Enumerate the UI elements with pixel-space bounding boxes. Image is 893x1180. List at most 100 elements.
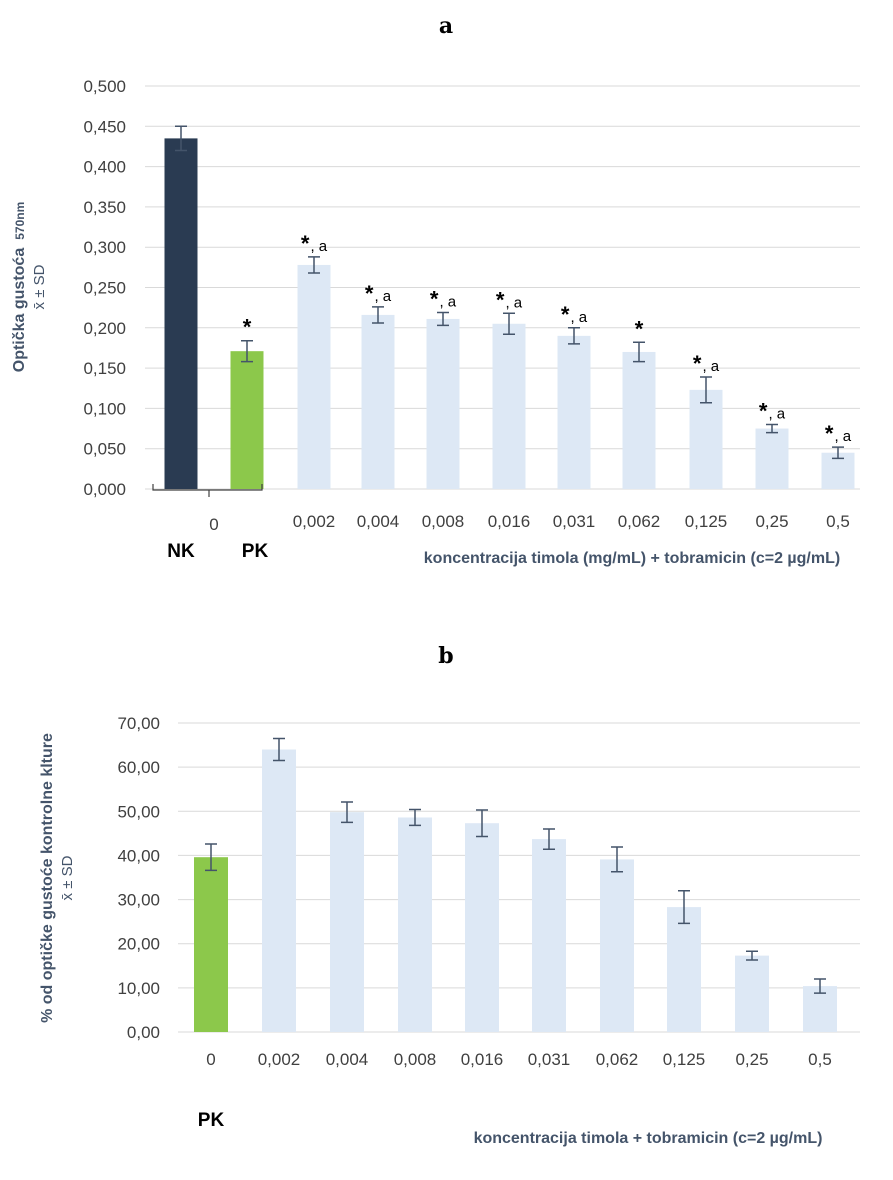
chart-b-x-ticks: 0 0,002 0,004 0,008 0,016 0,031 0,062 0,125 0,25… [206,1050,832,1069]
group-label-nk: NK [167,541,195,562]
chart-a-significance-marks: * *, a *, a *, a *, a *, a * *, a *, a *, a [243,231,852,446]
x-tick-label: 0,002 [293,512,336,531]
x-tick-label: 0,008 [422,512,465,531]
bar-NK [164,138,198,489]
x-tick-label: 0,016 [488,512,531,531]
bar-0,062 [600,859,634,1032]
x-tick-label: 0,004 [357,512,400,531]
x-tick-label: 0,062 [596,1050,639,1069]
chart-b-bars [194,749,837,1032]
bar-0,002 [262,749,296,1032]
significance-mark: *, a [825,421,852,446]
group-label-pk-b: PK [198,1110,225,1131]
y-tick-label: 0,300 [83,238,126,257]
x-tick-label: 0,25 [755,512,788,531]
bar-0,016 [492,323,526,489]
chart-b-y-axis-title: % od optičke gustoće kontrolne klture x̄… [39,733,76,1023]
chart-a-bars [164,138,855,489]
y-tick-label: 30,00 [117,891,160,910]
panel-letter-b: b [438,643,453,669]
bar-0,031 [557,335,591,489]
group-label-pk-a: PK [242,541,269,562]
y-tick-label: 60,00 [117,758,160,777]
y-tick-label: 0,200 [83,319,126,338]
y-tick-label: 0,250 [83,279,126,298]
y-tick-label: 0,350 [83,198,126,217]
chart-a-gridlines [145,85,860,490]
chart-a-x-ticks: 0,002 0,004 0,008 0,016 0,031 0,062 0,125 0,25 0… [293,512,850,531]
x-tick-label: 0,016 [461,1050,504,1069]
bar-0,031 [532,839,566,1032]
bar-0,125 [689,389,723,489]
error-bar [633,341,645,363]
x-tick-label: 0 [206,1050,215,1069]
chart-a-ylabel-main: Optička gustoća [11,248,28,373]
chart-a-y-axis-title: Optička gustoća 570nm x̄ ± SD [11,202,48,373]
y-tick-label: 0,00 [127,1023,160,1042]
y-tick-label: 0,400 [83,158,126,177]
bar-0,25 [735,955,769,1032]
chart-b-y-ticks: 0,00 10,00 20,00 30,00 40,00 50,00 60,00 70,00 [117,714,160,1042]
error-bar [611,846,623,873]
significance-mark: *, a [430,286,457,311]
error-bar [700,376,712,404]
bar-0,002 [297,264,331,489]
error-bar [175,125,187,152]
bar-PK [230,351,264,489]
bar-0 [194,857,228,1032]
y-tick-label: 0,100 [83,399,126,418]
error-bar [308,256,320,274]
x-tick-label: 0,031 [528,1050,571,1069]
error-bar [372,306,384,324]
y-tick-label: 40,00 [117,846,160,865]
bar-0,25 [755,428,789,489]
y-tick-label: 70,00 [117,714,160,733]
x-tick-label: 0,25 [735,1050,768,1069]
bar-0,004 [330,812,364,1032]
bar-0,004 [361,314,395,489]
x-tick-label: 0,125 [685,512,728,531]
significance-mark: *, a [365,281,392,306]
control-bracket [152,484,263,497]
chart-b: b 0,00 10,00 20,00 30,00 40,00 50,00 60,00 70,0… [39,643,860,1147]
bar-0,062 [622,351,656,489]
chart-a-ylabel-sub: 570nm [13,202,27,240]
significance-mark: * [243,315,252,340]
chart-a-y-ticks: 0,000 0,050 0,100 0,150 0,200 0,250 0,300 0,350… [83,77,126,499]
chart-a-x-axis-title: koncentracija timola (mg/mL) + tobramici… [424,550,840,567]
error-bar [766,423,778,434]
significance-mark: * [635,316,644,341]
significance-mark: *, a [301,231,328,256]
x-tick-label: 0,125 [663,1050,706,1069]
x-tick-label: 0,004 [326,1050,369,1069]
significance-mark: *, a [693,351,720,376]
chart-b-error-bars [205,737,826,994]
x-tick-label: 0,5 [826,512,850,531]
error-bar [409,808,421,827]
y-tick-label: 20,00 [117,935,160,954]
x-tick-label: 0,008 [394,1050,437,1069]
bar-0,125 [667,907,701,1032]
significance-mark: *, a [759,399,786,424]
chart-b-ylabel-main: % od optičke gustoće kontrolne klture [39,733,56,1023]
chart-a: a 0,0000,0500,1000,1500,2000,2500,3000,3… [11,13,860,567]
error-bar [241,339,253,363]
y-tick-label: 50,00 [117,802,160,821]
error-bar [437,311,449,327]
y-tick-label: 10,00 [117,979,160,998]
x-tick-label: 0,5 [808,1050,832,1069]
error-bar [678,889,690,925]
x-tick-label: 0,031 [553,512,596,531]
error-bar [476,809,488,838]
bar-0,016 [465,823,499,1032]
bar-0,008 [398,817,432,1032]
error-bar [832,446,844,460]
x-tick-label: 0,002 [258,1050,301,1069]
chart-b-x-axis-title: koncentracija timola + tobramicin (c=2 µ… [474,1130,823,1147]
y-tick-label: 0,050 [83,440,126,459]
error-bar [543,828,555,850]
error-bar [568,327,580,345]
significance-mark: *, a [561,302,588,327]
error-bar [503,312,515,335]
